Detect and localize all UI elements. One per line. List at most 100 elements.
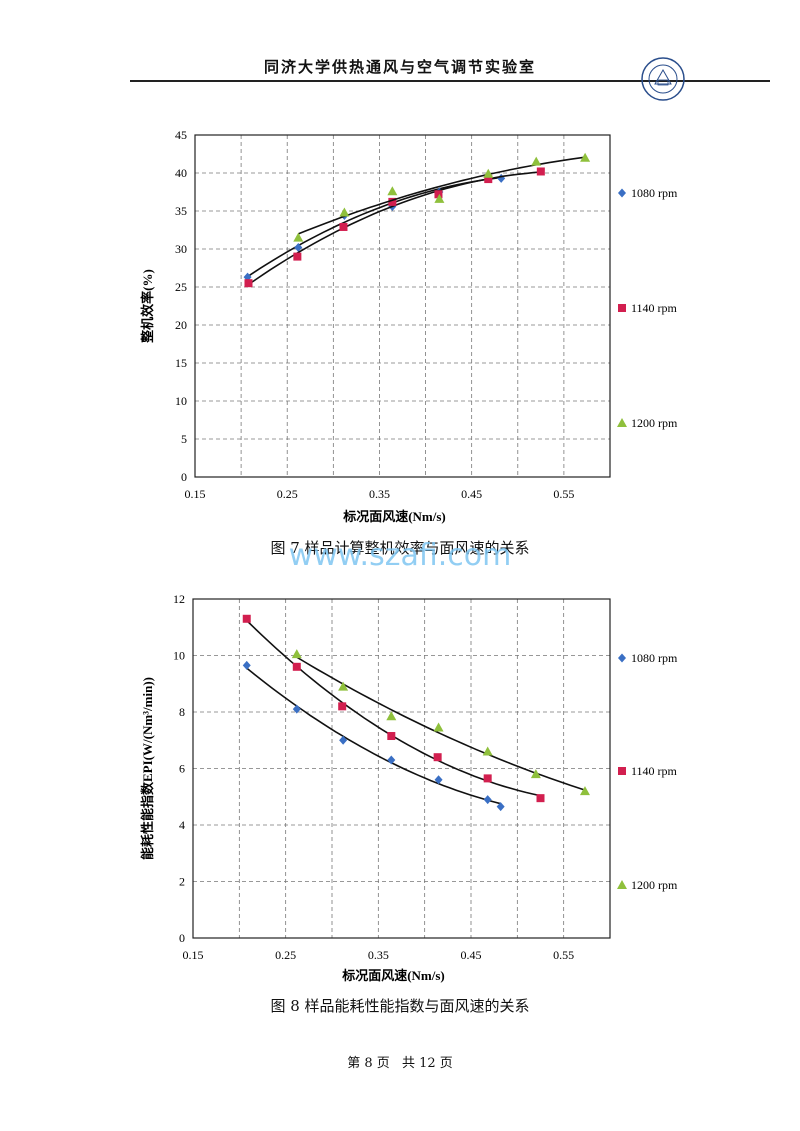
legend-marker [617, 880, 627, 889]
series-1140-rpm [244, 167, 545, 288]
y-tick-label: 40 [175, 166, 187, 180]
legend-label: 1200 rpm [631, 416, 678, 430]
figure-7-caption: 图 7 样品计算整机效率与面风速的关系 [270, 539, 530, 557]
x-tick-label: 0.25 [277, 487, 298, 501]
legend-label: 1200 rpm [631, 878, 678, 892]
plot-frame [194, 134, 611, 478]
data-point [338, 702, 347, 711]
data-point [388, 197, 397, 206]
y-tick-label: 30 [175, 242, 187, 256]
trend-line [296, 656, 586, 791]
data-point [483, 168, 494, 178]
y-tick-label: 10 [175, 394, 187, 408]
data-point [293, 252, 302, 261]
data-point [244, 279, 253, 288]
y-tick-label: 25 [175, 280, 187, 294]
legend-marker [618, 653, 626, 663]
data-point [580, 152, 591, 162]
page-total: 共 12 页 [401, 1056, 453, 1071]
data-point [483, 795, 492, 805]
data-point [484, 175, 493, 184]
y-tick-label: 15 [175, 356, 187, 370]
data-point [483, 774, 492, 783]
y-tick-label: 4 [179, 818, 185, 832]
x-tick-label: 0.35 [369, 487, 390, 501]
figure-8-caption: 图 8 样品能耗性能指数与面风速的关系 [270, 997, 530, 1015]
x-tick-label: 0.55 [553, 487, 574, 501]
data-point [387, 186, 398, 196]
data-point [294, 242, 303, 252]
data-point [293, 232, 304, 242]
data-point [434, 190, 443, 199]
legend-marker [618, 767, 626, 775]
x-tick-label: 0.45 [461, 948, 482, 962]
data-point [536, 794, 545, 803]
data-point [434, 193, 445, 203]
data-point [242, 614, 251, 623]
x-tick-label: 0.15 [185, 487, 206, 501]
data-point [579, 786, 590, 796]
data-point [433, 722, 444, 732]
data-point [482, 746, 493, 756]
series-1080-rpm [242, 660, 505, 812]
trend-line [246, 619, 541, 797]
y-tick-label: 12 [173, 592, 185, 606]
page-footer: 第 8 页 共 12 页 [0, 1052, 800, 1071]
x-tick-label: 0.25 [275, 948, 296, 962]
legend-label: 1080 rpm [631, 186, 678, 200]
y-tick-label: 45 [175, 128, 187, 142]
series-1200-rpm [293, 152, 591, 242]
x-tick-label: 0.45 [461, 487, 482, 501]
x-tick-label: 0.35 [368, 948, 389, 962]
x-tick-label: 0.15 [183, 948, 204, 962]
y-tick-label: 0 [179, 931, 185, 945]
data-point [242, 660, 251, 670]
legend-label: 1080 rpm [631, 651, 678, 665]
data-point [386, 711, 397, 721]
data-point [292, 704, 301, 714]
x-axis-label: 标况面风速(Nm/s) [341, 968, 445, 983]
data-point [496, 802, 505, 812]
legend-label: 1140 rpm [631, 301, 678, 315]
data-point [434, 775, 443, 785]
y-tick-label: 8 [179, 705, 185, 719]
y-tick-label: 5 [181, 432, 187, 446]
legend-marker [618, 304, 626, 312]
legend-marker [618, 188, 626, 198]
y-tick-label: 10 [173, 649, 185, 663]
y-tick-label: 0 [181, 470, 187, 484]
data-point [338, 681, 349, 691]
data-point [339, 207, 350, 217]
page-header-title: 同济大学供热通风与空气调节实验室 [263, 58, 536, 76]
series-1200-rpm [291, 649, 590, 796]
trend-line [246, 667, 501, 805]
page-number: 第 8 页 [347, 1056, 390, 1071]
university-seal-icon [641, 57, 685, 101]
data-point [530, 769, 541, 779]
data-point [536, 167, 545, 176]
series-1140-rpm [242, 614, 545, 803]
data-point [531, 156, 542, 166]
data-point [387, 755, 396, 765]
data-point [291, 649, 302, 659]
legend-label: 1140 rpm [631, 764, 678, 778]
x-axis-label: 标况面风速(Nm/s) [342, 509, 446, 524]
watermark: www.szafi.com [288, 538, 512, 573]
data-point [292, 662, 301, 671]
y-axis-label: 整机效率(%) [140, 269, 155, 344]
y-tick-label: 35 [175, 204, 187, 218]
efficiency-chart: 0 5 10 15 20 25 30 35 40 45 0.15 0.25 0.35 0.45 0.55 标况… [140, 128, 678, 524]
data-point [433, 753, 442, 762]
plot-frame [192, 598, 611, 939]
legend-marker [617, 418, 627, 427]
data-point [339, 735, 348, 745]
y-tick-label: 6 [179, 762, 185, 776]
data-point [339, 222, 348, 231]
y-tick-label: 2 [179, 875, 185, 889]
header-rule [130, 80, 770, 82]
y-tick-label: 20 [175, 318, 187, 332]
data-point [387, 732, 396, 741]
y-axis-label: 能耗性能指数EPI(W/(Nm³/min)) [140, 677, 155, 860]
x-tick-label: 0.55 [553, 948, 574, 962]
epi-chart: 0 2 4 6 8 10 12 0.15 0.25 0.35 0.45 0.55 标况面风速(Nm/s)… [140, 592, 678, 983]
